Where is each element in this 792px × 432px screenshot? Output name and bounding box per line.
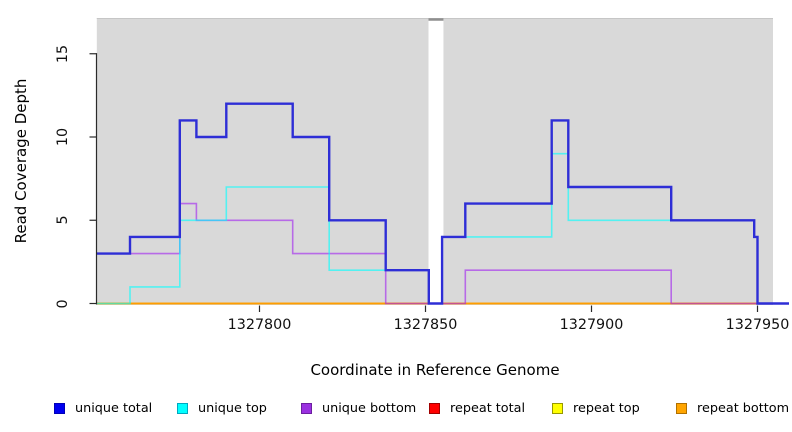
legend-label: repeat bottom xyxy=(697,400,790,416)
y-tick-label: 0 xyxy=(55,298,71,309)
legend-label: unique bottom xyxy=(322,400,417,416)
y-axis-title: Read Coverage Depth xyxy=(12,78,30,244)
legend-swatch-icon xyxy=(54,402,65,414)
series-unique-total xyxy=(96,102,789,305)
legend-label: unique top xyxy=(198,400,267,416)
y-tick-label: 10 xyxy=(55,127,71,147)
legend-swatch-icon xyxy=(676,402,687,414)
legend-item-unique-total: unique total xyxy=(54,400,153,416)
legend-item-repeat-top: repeat top xyxy=(552,400,640,416)
legend-item-repeat-total: repeat total xyxy=(429,400,526,416)
legend-item-unique-top: unique top xyxy=(177,400,267,416)
y-tick-label: 15 xyxy=(55,44,71,63)
legend-swatch-icon xyxy=(552,402,563,414)
y-tick-label: 5 xyxy=(55,215,71,225)
x-tick-label: 1327800 xyxy=(227,317,292,333)
x-tick-label: 1327900 xyxy=(559,317,624,333)
x-tick-label: 1327850 xyxy=(393,317,458,333)
coverage-gap-band xyxy=(428,20,444,305)
x-axis-title: Coordinate in Reference Genome xyxy=(310,361,560,379)
legend-swatch-icon xyxy=(429,402,440,414)
legend-swatch-icon xyxy=(177,402,188,414)
legend-swatch-icon xyxy=(301,402,312,414)
series-unique-bottom xyxy=(96,202,789,305)
legend-label: repeat top xyxy=(573,400,640,416)
legend-label: unique total xyxy=(75,400,153,416)
legend-item-unique-bottom: unique bottom xyxy=(301,400,417,416)
legend-label: repeat total xyxy=(450,400,526,416)
legend-item-repeat-bottom: repeat bottom xyxy=(676,400,790,416)
x-tick-label: 1327950 xyxy=(725,317,790,333)
